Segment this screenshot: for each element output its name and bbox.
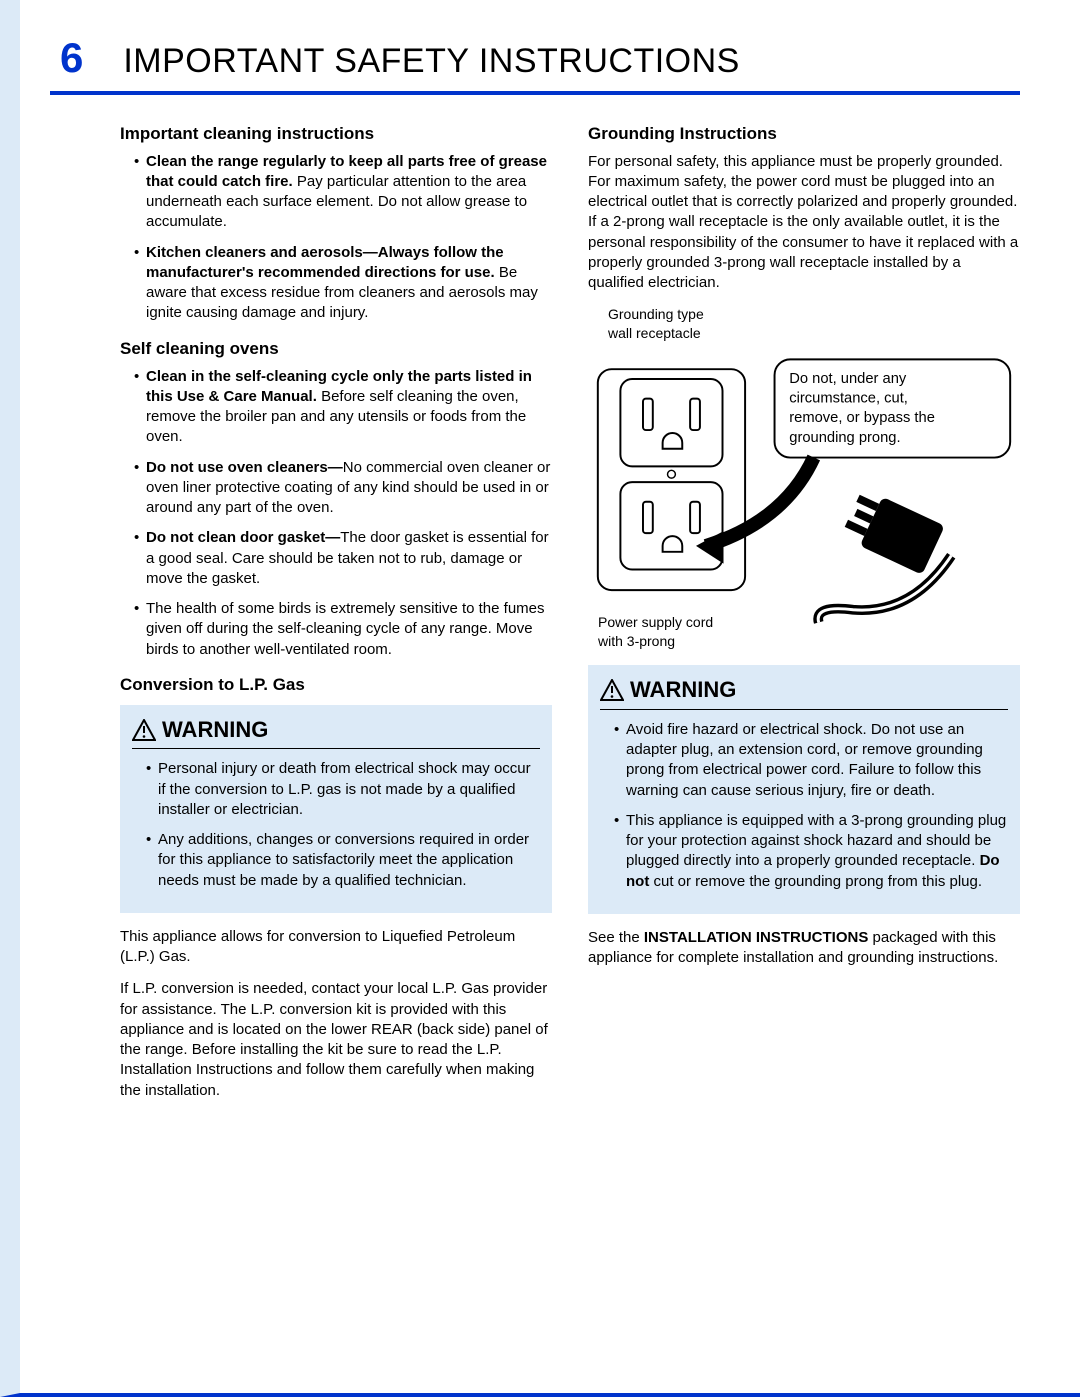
warning-box-lp: WARNING Personal injury or death from el… — [120, 705, 552, 913]
warning-list: Personal injury or death from electrical… — [132, 759, 540, 891]
warning-box-grounding: WARNING Avoid fire hazard or electrical … — [588, 665, 1020, 914]
list-item: Clean the range regularly to keep all pa… — [134, 152, 552, 233]
item-text: Avoid fire hazard or electrical shock. D… — [626, 721, 983, 799]
footer-pre: See the — [588, 929, 644, 946]
page-header: 6 IMPORTANT SAFETY INSTRUCTIONS — [50, 30, 1020, 95]
warning-list: Avoid fire hazard or electrical shock. D… — [600, 720, 1008, 892]
list-item: Avoid fire hazard or electrical shock. D… — [614, 720, 1008, 801]
svg-text:circumstance, cut,: circumstance, cut, — [789, 391, 908, 407]
list-item: Kitchen cleaners and aerosols—Always fol… — [134, 243, 552, 324]
item-bold: Do not clean door gasket— — [146, 529, 340, 546]
list-item: Personal injury or death from electrical… — [146, 759, 540, 820]
warning-header: WARNING — [132, 715, 540, 750]
item-bold: Kitchen cleaners and aerosols—Always fol… — [146, 244, 504, 281]
warning-header: WARNING — [600, 675, 1008, 710]
svg-text:Do not, under any: Do not, under any — [789, 371, 907, 387]
svg-text:remove, or bypass the: remove, or bypass the — [789, 410, 935, 426]
list-item: The health of some birds is extremely se… — [134, 599, 552, 660]
item-bold: Do not use oven cleaners— — [146, 459, 343, 476]
heading-grounding: Grounding Instructions — [588, 123, 1020, 146]
item-text: The health of some birds is extremely se… — [146, 600, 545, 658]
heading-self-cleaning: Self cleaning ovens — [120, 338, 552, 361]
self-cleaning-list: Clean in the self-cleaning cycle only th… — [120, 367, 552, 660]
footer-bold: INSTALLATION INSTRUCTIONS — [644, 929, 868, 946]
paragraph: If L.P. conversion is needed, contact yo… — [120, 979, 552, 1101]
warning-label: WARNING — [162, 715, 268, 745]
heading-lp-gas: Conversion to L.P. Gas — [120, 674, 552, 697]
page-title: IMPORTANT SAFETY INSTRUCTIONS — [123, 39, 740, 85]
warning-label: WARNING — [630, 675, 736, 705]
right-column: Grounding Instructions For personal safe… — [588, 123, 1020, 1113]
list-item: Any additions, changes or conversions re… — [146, 830, 540, 891]
paragraph: For personal safety, this appliance must… — [588, 152, 1020, 294]
list-item: Do not use oven cleaners—No commercial o… — [134, 458, 552, 519]
diagram-top-label: Grounding type wall receptacle — [608, 305, 1020, 343]
left-column: Important cleaning instructions Clean th… — [120, 123, 552, 1113]
item-text: cut or remove the grounding prong from t… — [649, 873, 982, 890]
footer-paragraph: See the INSTALLATION INSTRUCTIONS packag… — [588, 928, 1020, 969]
list-item: Clean in the self-cleaning cycle only th… — [134, 367, 552, 448]
grounding-diagram: Grounding type wall receptacle Do not, u… — [588, 305, 1020, 651]
content-columns: Important cleaning instructions Clean th… — [50, 123, 1020, 1113]
heading-cleaning: Important cleaning instructions — [120, 123, 552, 146]
list-item: This appliance is equipped with a 3-pron… — [614, 811, 1008, 892]
paragraph: This appliance allows for conversion to … — [120, 927, 552, 968]
warning-triangle-icon — [132, 719, 156, 741]
warning-triangle-icon — [600, 679, 624, 701]
cleaning-list: Clean the range regularly to keep all pa… — [120, 152, 552, 324]
list-item: Do not clean door gasket—The door gasket… — [134, 528, 552, 589]
svg-text:grounding prong.: grounding prong. — [789, 430, 900, 446]
outlet-plug-diagram-icon: Do not, under any circumstance, cut, rem… — [588, 347, 1020, 627]
page-number: 6 — [60, 30, 83, 87]
item-text: This appliance is equipped with a 3-pron… — [626, 812, 1006, 870]
